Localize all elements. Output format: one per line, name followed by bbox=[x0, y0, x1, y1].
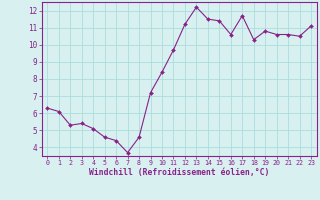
X-axis label: Windchill (Refroidissement éolien,°C): Windchill (Refroidissement éolien,°C) bbox=[89, 168, 269, 177]
